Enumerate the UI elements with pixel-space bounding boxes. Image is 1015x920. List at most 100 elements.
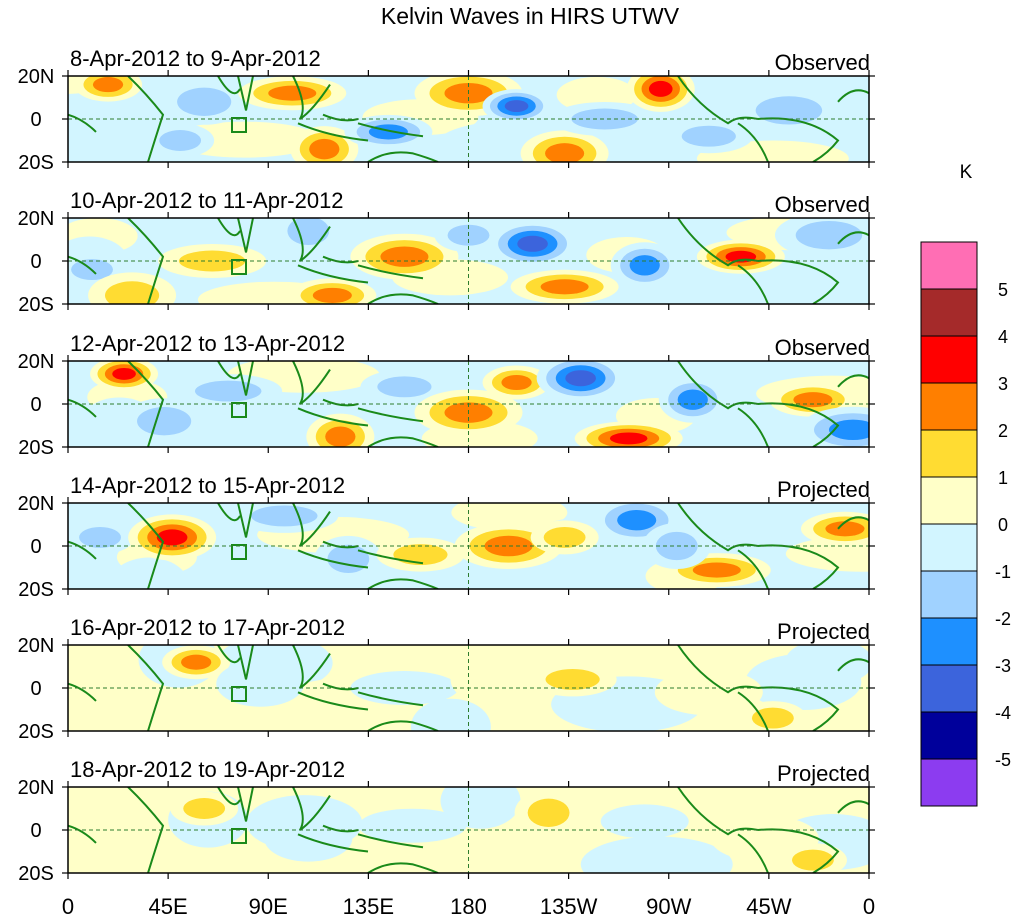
map-panel: 20N 0 20S 16-Apr-2012 to 17-Apr-2012 Project… bbox=[18, 615, 875, 743]
anomaly-contour bbox=[545, 143, 585, 162]
coastline-segment bbox=[68, 800, 869, 844]
coastline-segment bbox=[297, 824, 424, 853]
x-tick-label: 135W bbox=[540, 894, 598, 919]
panel-status: Projected bbox=[777, 619, 870, 644]
x-tick-label: 45E bbox=[149, 894, 188, 919]
anomaly-contour bbox=[609, 432, 648, 445]
colorbar-swatch bbox=[920, 664, 978, 713]
region-box bbox=[231, 828, 247, 844]
coastline-segment bbox=[297, 398, 424, 427]
y-tick-label: 20N bbox=[18, 635, 55, 657]
panel-status: Observed bbox=[775, 192, 870, 217]
colorbar-swatch bbox=[920, 429, 978, 478]
colorbar-label: 2 bbox=[998, 421, 1008, 441]
anomaly-contour bbox=[451, 503, 568, 531]
panel-status: Projected bbox=[777, 477, 870, 502]
colorbar-label: 4 bbox=[998, 327, 1008, 347]
anomaly-contour bbox=[92, 77, 124, 93]
panel-status: Observed bbox=[775, 335, 870, 360]
colorbar-swatch bbox=[920, 617, 978, 666]
anomaly-contour bbox=[368, 124, 408, 140]
anomaly-contour bbox=[358, 808, 467, 843]
anomaly-contour bbox=[410, 698, 491, 731]
x-tick-label: 0 bbox=[863, 894, 875, 919]
coastline-segment bbox=[217, 361, 254, 396]
anomaly-contour bbox=[178, 250, 246, 272]
coastline-segment bbox=[127, 76, 165, 162]
anomaly-contour bbox=[751, 707, 794, 729]
y-tick-label: 20S bbox=[18, 579, 54, 601]
y-tick-label: 0 bbox=[30, 109, 41, 131]
panel-date-range: 12-Apr-2012 to 13-Apr-2012 bbox=[70, 331, 345, 356]
coastline-segment bbox=[217, 787, 254, 822]
anomaly-contour bbox=[795, 221, 863, 250]
coastline-segment bbox=[127, 218, 165, 304]
coastline-segment bbox=[367, 151, 439, 162]
anomaly-contour bbox=[580, 836, 733, 873]
anomaly-contour bbox=[112, 367, 136, 380]
coastline-segment bbox=[68, 231, 869, 275]
coastline-segment bbox=[127, 361, 165, 447]
colorbar-unit: K bbox=[960, 162, 973, 183]
anomaly-contour bbox=[380, 246, 429, 267]
colorbar-swatch bbox=[920, 335, 978, 384]
coastline-segment bbox=[367, 720, 439, 731]
anomaly-contour bbox=[287, 218, 330, 246]
anomaly-contour bbox=[600, 804, 689, 839]
anomaly-contour bbox=[501, 374, 532, 391]
anomaly-contour bbox=[540, 279, 589, 295]
y-tick-label: 0 bbox=[30, 678, 41, 700]
map-panel: 20N 0 20S 12-Apr-2012 to 13-Apr-2012 Observe… bbox=[18, 331, 875, 459]
coastline-segment bbox=[127, 503, 165, 589]
x-tick-label: 90E bbox=[249, 894, 288, 919]
anomaly-contour bbox=[517, 235, 548, 252]
coastline-segment bbox=[677, 361, 759, 410]
coastline-segment bbox=[367, 862, 439, 873]
anomaly-contour bbox=[825, 521, 865, 537]
anomaly-contour bbox=[377, 376, 432, 398]
map-panel: 20N 0 20S 8-Apr-2012 to 9-Apr-2012 Observed bbox=[18, 46, 875, 174]
x-tick-label: 45W bbox=[746, 894, 791, 919]
anomaly-contour bbox=[677, 389, 708, 410]
anomaly-contour bbox=[450, 656, 519, 703]
coastline-segment bbox=[677, 76, 759, 125]
y-tick-label: 20N bbox=[18, 777, 55, 799]
y-tick-label: 20S bbox=[18, 721, 54, 743]
coastline-segment bbox=[677, 503, 759, 552]
colorbar-swatch bbox=[920, 241, 978, 290]
coastline-segment bbox=[127, 787, 165, 873]
y-tick-label: 20S bbox=[18, 294, 54, 316]
coastline-segment bbox=[297, 540, 424, 569]
anomaly-contour bbox=[159, 130, 202, 151]
panel-date-range: 8-Apr-2012 to 9-Apr-2012 bbox=[70, 46, 321, 71]
anomaly-contour bbox=[268, 85, 317, 101]
anomaly-contour bbox=[108, 557, 189, 589]
coastline-segment bbox=[677, 645, 759, 694]
anomaly-contour bbox=[156, 529, 188, 546]
x-tick-label: 135E bbox=[343, 894, 394, 919]
anomaly-contour bbox=[146, 699, 227, 731]
anomaly-contour bbox=[251, 505, 318, 527]
anomaly-field bbox=[68, 218, 869, 304]
anomaly-contour bbox=[792, 849, 834, 871]
colorbar-label: 1 bbox=[998, 468, 1008, 488]
anomaly-contour bbox=[655, 531, 698, 561]
anomaly-contour bbox=[325, 426, 356, 447]
anomaly-contour bbox=[675, 645, 756, 669]
region-box bbox=[231, 402, 247, 418]
anomaly-contour bbox=[183, 798, 226, 819]
y-tick-label: 20S bbox=[18, 152, 54, 174]
y-tick-label: 0 bbox=[30, 820, 41, 842]
anomaly-field bbox=[68, 787, 869, 873]
panel-date-range: 16-Apr-2012 to 17-Apr-2012 bbox=[70, 615, 345, 640]
y-tick-label: 20S bbox=[18, 863, 54, 885]
coastline-segment bbox=[217, 218, 254, 253]
anomaly-contour bbox=[68, 695, 167, 731]
colorbar-label: 0 bbox=[998, 515, 1008, 535]
coastline-segment bbox=[217, 503, 254, 538]
x-tick-label: 90W bbox=[646, 894, 691, 919]
panel-date-range: 14-Apr-2012 to 15-Apr-2012 bbox=[70, 473, 345, 498]
anomaly-contour bbox=[79, 526, 121, 548]
anomaly-contour bbox=[654, 669, 763, 716]
